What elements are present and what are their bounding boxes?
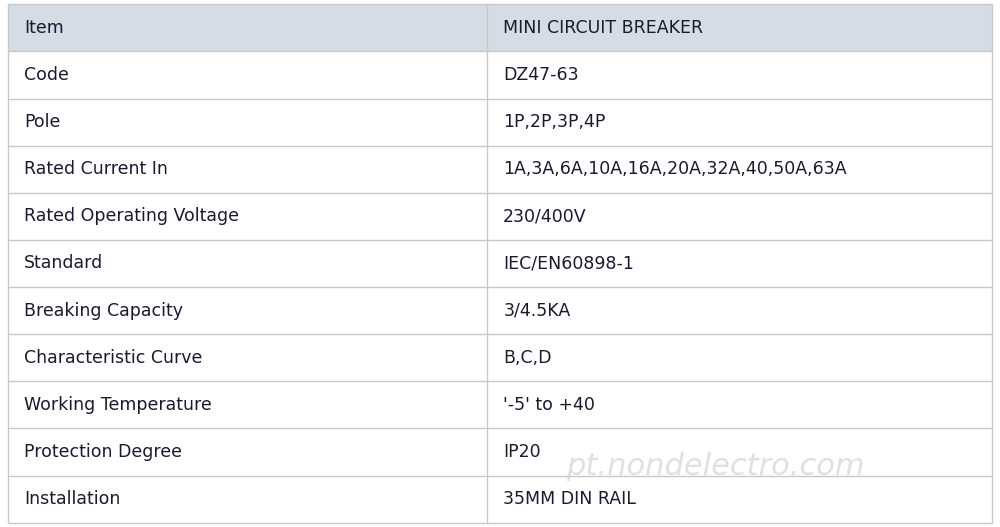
Bar — [8, 334, 992, 382]
Text: Pole: Pole — [24, 113, 60, 131]
Bar — [8, 287, 992, 334]
Text: 1P,2P,3P,4P: 1P,2P,3P,4P — [503, 113, 606, 131]
Text: IEC/EN60898-1: IEC/EN60898-1 — [503, 255, 634, 272]
Text: Standard: Standard — [24, 255, 103, 272]
Text: B,C,D: B,C,D — [503, 349, 552, 367]
Text: DZ47-63: DZ47-63 — [503, 66, 579, 84]
Text: Protection Degree: Protection Degree — [24, 443, 182, 461]
Text: IP20: IP20 — [503, 443, 541, 461]
Bar — [8, 51, 992, 99]
Text: 3/4.5KA: 3/4.5KA — [503, 301, 570, 320]
Text: Working Temperature: Working Temperature — [24, 396, 212, 414]
Text: Installation: Installation — [24, 490, 120, 508]
Text: 230/400V: 230/400V — [503, 207, 587, 226]
Bar — [8, 145, 992, 193]
Text: 1A,3A,6A,10A,16A,20A,32A,40,50A,63A: 1A,3A,6A,10A,16A,20A,32A,40,50A,63A — [503, 160, 847, 178]
Bar — [8, 193, 992, 240]
Bar — [8, 382, 992, 428]
Text: 35MM DIN RAIL: 35MM DIN RAIL — [503, 490, 636, 508]
Text: pt.nondelectro.com: pt.nondelectro.com — [566, 452, 864, 481]
Text: Rated Current In: Rated Current In — [24, 160, 168, 178]
Text: Rated Operating Voltage: Rated Operating Voltage — [24, 207, 239, 226]
Bar — [8, 240, 992, 287]
Bar — [8, 476, 992, 523]
Text: Characteristic Curve: Characteristic Curve — [24, 349, 202, 367]
Bar — [8, 99, 992, 145]
Text: '-5' to +40: '-5' to +40 — [503, 396, 595, 414]
Text: Code: Code — [24, 66, 69, 84]
Bar — [8, 428, 992, 476]
Text: Item: Item — [24, 19, 64, 37]
Bar — [8, 4, 992, 51]
Text: Breaking Capacity: Breaking Capacity — [24, 301, 183, 320]
Text: MINI CIRCUIT BREAKER: MINI CIRCUIT BREAKER — [503, 19, 703, 37]
